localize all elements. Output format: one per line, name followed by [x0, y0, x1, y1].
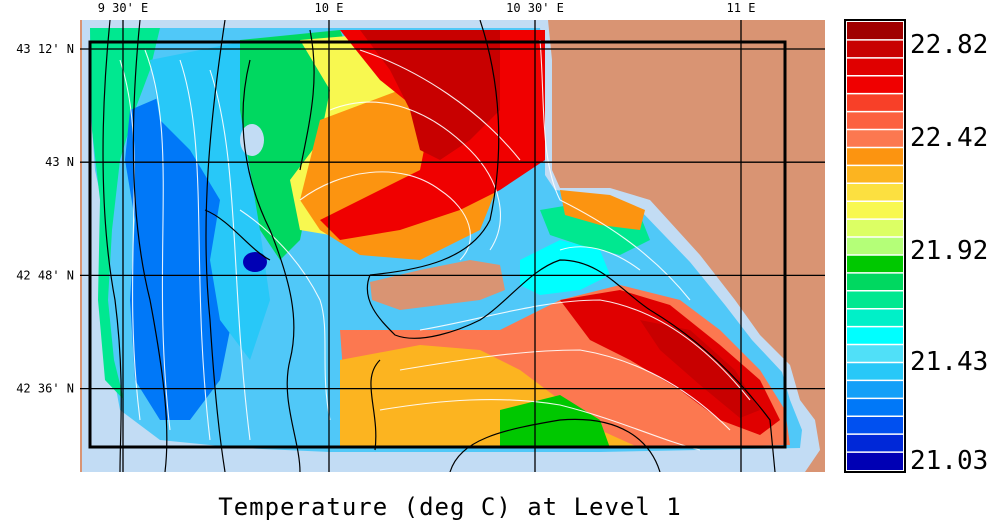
colorbar-label: 22.42	[910, 123, 988, 153]
colorbar-swatch	[847, 147, 903, 166]
latitude-tick-labels: 43 12' N 43 N 42 48' N 42 36' N	[16, 42, 74, 396]
colorbar-swatch	[847, 201, 903, 220]
colorbar-label: 21.92	[910, 236, 988, 266]
cyan-tongue-east	[520, 240, 610, 295]
colorbar-swatch	[847, 111, 903, 130]
hot-core-south-inner	[640, 320, 760, 418]
colorbar-label: 22.82	[910, 30, 988, 60]
colorbar-frame	[844, 19, 906, 473]
latitude-label: 43 N	[45, 155, 74, 169]
domain-bounding-box	[88, 40, 787, 449]
colorbar-swatch	[847, 129, 903, 148]
colorbar-swatch	[847, 398, 903, 417]
colorbar-swatch	[847, 183, 903, 202]
colorbar-swatch	[847, 39, 903, 58]
colorbar-label: 21.43	[910, 347, 988, 377]
isotherm-lines	[119, 39, 751, 451]
colorbar-swatch	[847, 308, 903, 327]
colorbar-label: 21.03	[910, 446, 988, 476]
colorbar: 22.82 22.42 21.92 21.43 21.03	[844, 19, 988, 476]
latitude-label: 42 48' N	[16, 268, 74, 282]
colorbar-swatch	[847, 57, 903, 76]
colorbar-swatch	[847, 416, 903, 435]
longitude-label: 10 30' E	[506, 1, 564, 15]
colorbar-swatch	[847, 326, 903, 345]
colorbar-swatch	[847, 93, 903, 112]
map-caption: Temperature (deg C) at Level 1	[218, 493, 681, 521]
cold-eddy	[243, 252, 267, 272]
orange-patch-east	[560, 190, 645, 230]
colorbar-swatch	[847, 272, 903, 291]
green-zone-south	[500, 395, 610, 448]
map-plot-area[interactable]	[80, 20, 825, 472]
latitude-label: 43 12' N	[16, 42, 74, 56]
colorbar-swatch	[847, 219, 903, 238]
colorbar-swatch	[847, 22, 903, 40]
colorbar-swatch	[847, 290, 903, 309]
lat-lon-grid	[80, 20, 825, 472]
colorbar-swatch	[847, 434, 903, 453]
small-island-north	[240, 124, 264, 156]
longitude-label: 10 E	[315, 1, 344, 15]
colorbar-swatch	[847, 237, 903, 255]
island-central	[370, 260, 505, 310]
colorbar-swatch	[847, 380, 903, 399]
colorbar-swatch	[847, 344, 903, 363]
bathymetry-contours	[102, 20, 776, 472]
colorbar-swatch	[847, 254, 903, 273]
latitude-label: 42 36' N	[16, 382, 74, 396]
colorbar-swatch	[847, 75, 903, 94]
colorbar-swatch	[847, 452, 903, 470]
longitude-label: 11 E	[727, 1, 756, 15]
longitude-tick-labels: 9 30' E 10 E 10 30' E 11 E	[98, 1, 756, 15]
longitude-label: 9 30' E	[98, 1, 149, 15]
colorbar-swatch	[847, 165, 903, 184]
colorbar-swatch	[847, 362, 903, 381]
warm-band-west	[90, 28, 160, 400]
hot-core-north	[360, 30, 500, 160]
